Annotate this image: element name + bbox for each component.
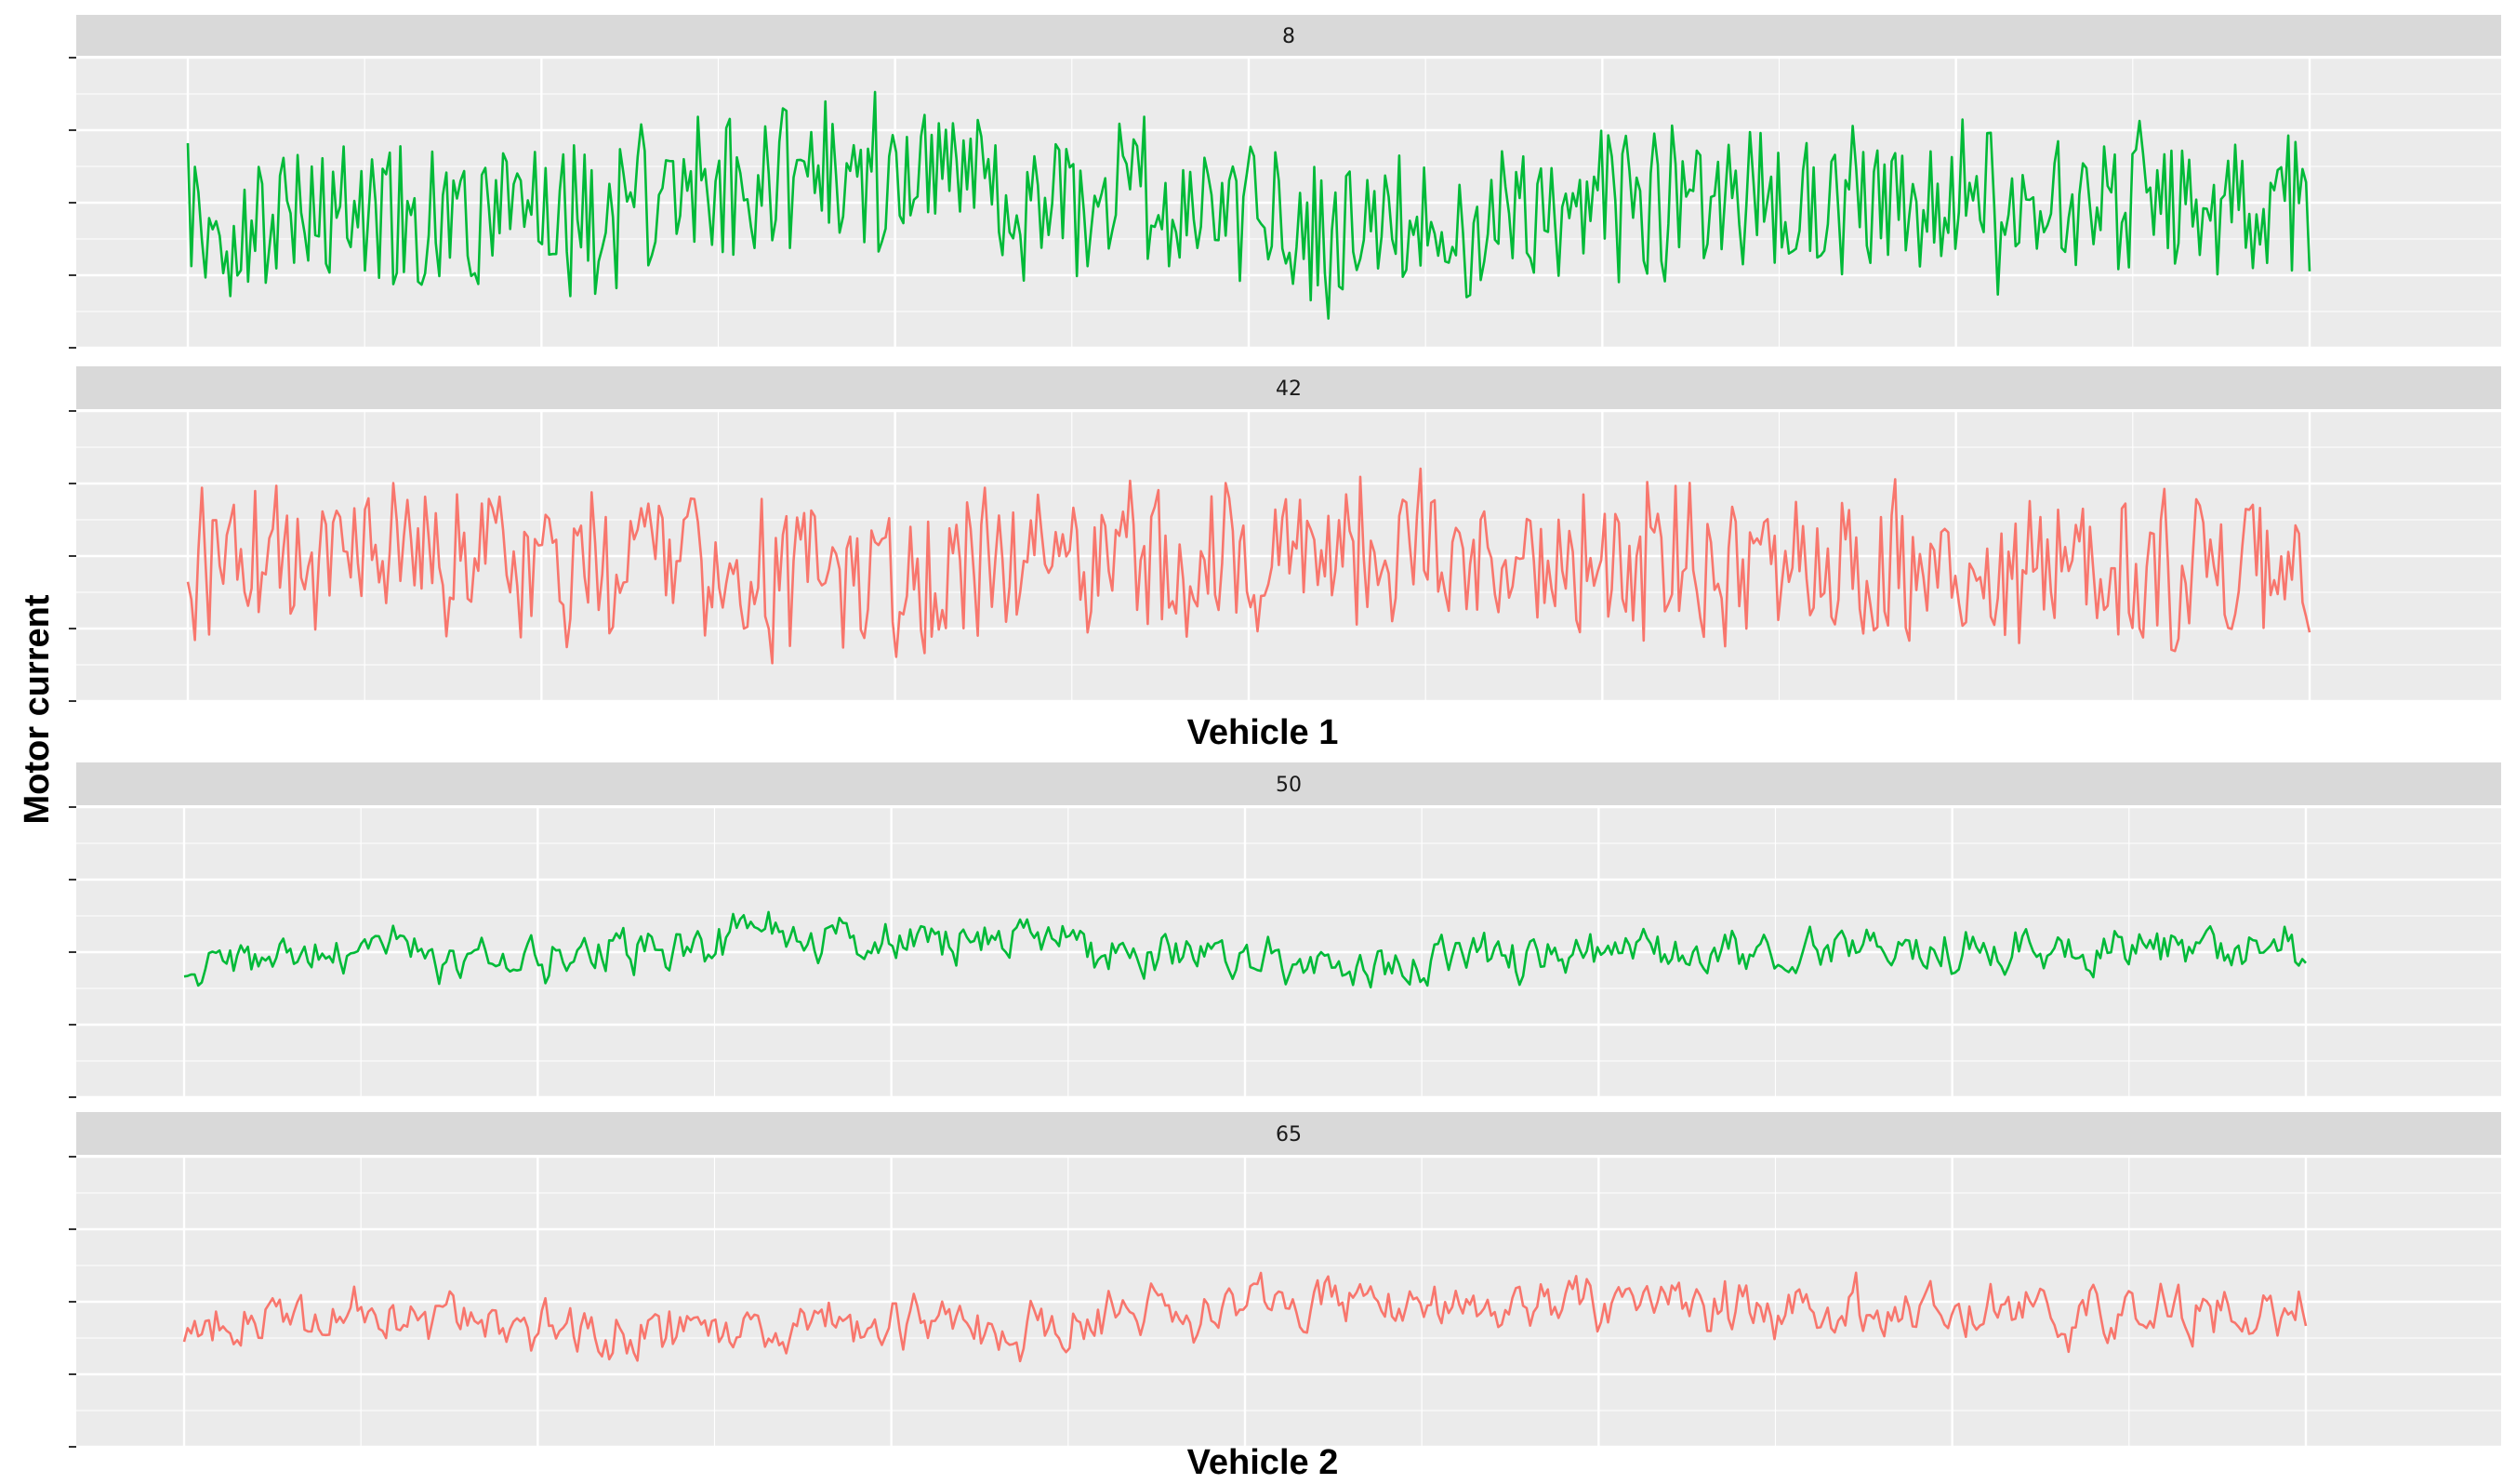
series-line-42 xyxy=(186,467,2311,665)
facet-8: 8 xyxy=(69,15,2501,350)
facet-strip-label: 50 xyxy=(1276,774,1302,797)
series-line-8 xyxy=(186,90,2311,320)
facet-42: 42 xyxy=(69,366,2501,703)
facet-65: 65 xyxy=(69,1112,2501,1449)
facet-panels: 8 42 50 65 xyxy=(69,15,2501,1449)
facet-strip xyxy=(76,15,2501,56)
facet-strip xyxy=(76,366,2501,409)
facet-strip xyxy=(76,1112,2501,1155)
y-axis-title: Motor current xyxy=(18,594,57,824)
facet-strip-label: 65 xyxy=(1276,1123,1302,1146)
facet-50: 50 xyxy=(69,762,2501,1099)
x-axis-title-vehicle-1: Vehicle 1 xyxy=(1187,713,1339,752)
facet-strip xyxy=(76,762,2501,805)
x-axis-title-vehicle-2: Vehicle 2 xyxy=(1187,1443,1339,1482)
facet-strip-label: 8 xyxy=(1282,25,1295,48)
facet-strip-label: 42 xyxy=(1276,378,1302,401)
series-line-65 xyxy=(182,1271,2308,1363)
series-line-50 xyxy=(183,910,2307,989)
